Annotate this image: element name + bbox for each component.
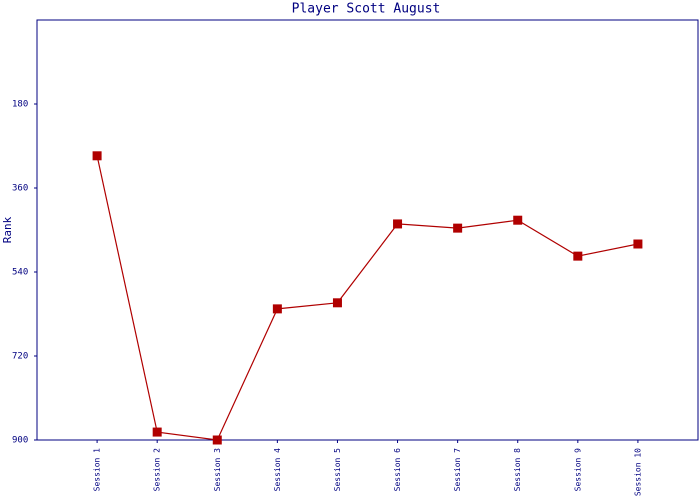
x-tick-label: Session 6: [393, 448, 402, 492]
x-tick-label: Session 2: [153, 448, 162, 492]
y-tick-label: 720: [12, 352, 28, 362]
point-marker: [633, 239, 643, 249]
point-marker: [272, 304, 282, 314]
chart-title: Player Scott August: [292, 2, 441, 17]
point-marker: [152, 427, 162, 437]
x-tick-label: Session 1: [93, 448, 102, 492]
x-tick-label: Session 8: [513, 448, 522, 492]
x-tick-label: Session 5: [333, 448, 342, 492]
point-marker: [453, 223, 463, 233]
point-marker: [212, 435, 222, 445]
x-tick-label: Session 9: [573, 448, 582, 492]
series-line: [96, 155, 639, 441]
y-tick-label: 180: [12, 100, 28, 110]
x-tick-label: Session 10: [633, 448, 642, 496]
point-marker: [332, 298, 342, 308]
plot-frame: [36, 19, 699, 441]
point-marker: [513, 215, 523, 225]
point-marker: [393, 219, 403, 229]
y-tick-label: 360: [12, 184, 28, 194]
point-marker: [92, 151, 102, 161]
y-axis-label: Rank: [1, 216, 14, 243]
x-tick-label: Session 3: [213, 448, 222, 492]
x-tick-label: Session 7: [453, 448, 462, 492]
point-marker: [573, 251, 583, 261]
y-tick-label: 540: [12, 268, 28, 278]
x-tick-label: Session 4: [273, 448, 282, 492]
y-tick-label: 900: [12, 436, 28, 446]
